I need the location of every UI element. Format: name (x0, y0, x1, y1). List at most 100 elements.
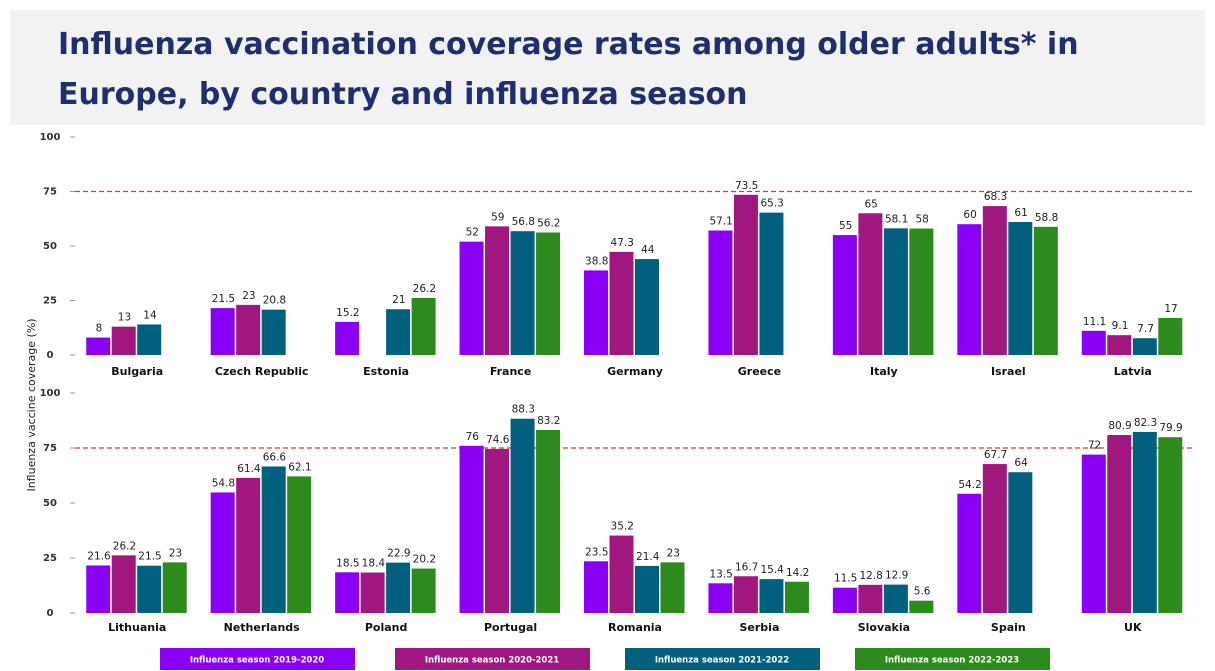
bar (909, 228, 934, 355)
bar (536, 429, 561, 613)
bar (609, 535, 634, 613)
data-label: 56.8 (512, 216, 535, 228)
x-tick-label: Portugal (484, 621, 537, 634)
x-tick-label: UK (1124, 621, 1142, 634)
data-label: 61 (1014, 207, 1027, 219)
x-tick-label: Germany (607, 365, 663, 378)
data-label: 65.3 (760, 198, 783, 210)
data-label: 35.2 (611, 521, 634, 533)
bar (510, 231, 535, 355)
bar (261, 309, 286, 355)
legend-label: Influenza season 2019-2020 (190, 656, 324, 666)
x-tick-label: Czech Republic (215, 365, 309, 378)
x-tick-label: Poland (365, 621, 408, 634)
bar (584, 270, 608, 355)
data-label: 54.8 (212, 477, 235, 489)
legend-label: Influenza season 2021-2022 (655, 656, 789, 666)
data-label: 26.2 (413, 283, 436, 295)
data-label: 59 (491, 211, 504, 223)
bar (510, 418, 535, 613)
legend-swatch (625, 648, 820, 670)
bar (1008, 472, 1033, 613)
x-tick-label: Lithuania (108, 621, 166, 634)
title-line: Influenza vaccination coverage rates amo… (58, 27, 1079, 62)
bar (1033, 226, 1058, 355)
bar (733, 576, 758, 613)
bar (287, 476, 312, 613)
data-label: 58.1 (885, 213, 908, 225)
bar (832, 587, 857, 613)
data-label: 67.7 (984, 449, 1007, 461)
bar (386, 562, 411, 613)
bar (1107, 335, 1132, 355)
data-label: 73.5 (735, 180, 758, 192)
data-label: 57.1 (709, 216, 732, 228)
y-tick-label: 0 (47, 608, 54, 619)
data-label: 72 (1088, 440, 1101, 452)
data-label: 21.4 (636, 551, 660, 563)
x-tick-label: Italy (870, 365, 898, 378)
bar (411, 297, 436, 355)
data-label: 21.6 (87, 550, 111, 562)
x-tick-label: Slovakia (858, 621, 910, 634)
bar (858, 213, 883, 355)
bar (609, 251, 634, 355)
bar (411, 568, 436, 613)
bar (1008, 222, 1033, 355)
bar (459, 445, 484, 613)
bar (236, 477, 261, 613)
bar (210, 308, 235, 355)
legend-label: Influenza season 2020-2021 (425, 656, 559, 666)
bar (759, 579, 784, 613)
bar (162, 562, 187, 613)
x-tick-label: Spain (991, 621, 1026, 634)
data-label: 80.9 (1108, 420, 1131, 432)
bar (635, 259, 659, 355)
data-label: 56.2 (537, 217, 560, 229)
data-label: 15.4 (760, 564, 784, 576)
data-label: 74.6 (486, 434, 510, 446)
data-label: 9.1 (1112, 320, 1129, 332)
bar (957, 493, 982, 613)
bar (485, 448, 510, 613)
bar (1158, 437, 1183, 613)
y-tick-label: 75 (43, 187, 57, 198)
data-label: 76 (466, 431, 480, 443)
x-tick-label: France (490, 365, 531, 378)
x-tick-label: Netherlands (224, 621, 301, 634)
data-label: 62.1 (288, 461, 311, 473)
data-label: 21 (392, 294, 405, 306)
bar (759, 212, 784, 355)
data-label: 13 (118, 312, 131, 324)
bar (210, 492, 235, 613)
y-tick-label: 50 (43, 498, 57, 509)
data-label: 79.9 (1159, 422, 1182, 434)
bar (485, 226, 510, 355)
bar (883, 584, 908, 613)
y-axis-label: Influenza vaccine coverage (%) (25, 318, 38, 491)
data-label: 55 (839, 220, 852, 232)
x-tick-label: Romania (608, 621, 662, 634)
data-label: 5.6 (914, 586, 931, 598)
data-label: 83.2 (537, 415, 560, 427)
data-label: 17 (1164, 303, 1177, 315)
bar (137, 565, 162, 613)
data-label: 20.8 (263, 295, 286, 307)
data-label: 82.3 (1134, 417, 1157, 429)
data-label: 20.2 (413, 554, 436, 566)
y-tick-label: 25 (43, 553, 57, 564)
data-label: 66.6 (263, 451, 287, 463)
legend-swatch (395, 648, 590, 670)
bar (660, 562, 685, 613)
data-label: 64 (1014, 457, 1028, 469)
data-label: 52 (466, 227, 479, 239)
data-label: 12.9 (885, 570, 908, 582)
data-label: 23 (667, 547, 680, 559)
x-tick-label: Estonia (363, 365, 409, 378)
data-label: 12.8 (859, 570, 882, 582)
data-label: 22.9 (387, 548, 410, 560)
bar (832, 235, 857, 355)
bar (536, 232, 561, 355)
data-label: 21.5 (138, 551, 161, 563)
bar (858, 584, 883, 613)
